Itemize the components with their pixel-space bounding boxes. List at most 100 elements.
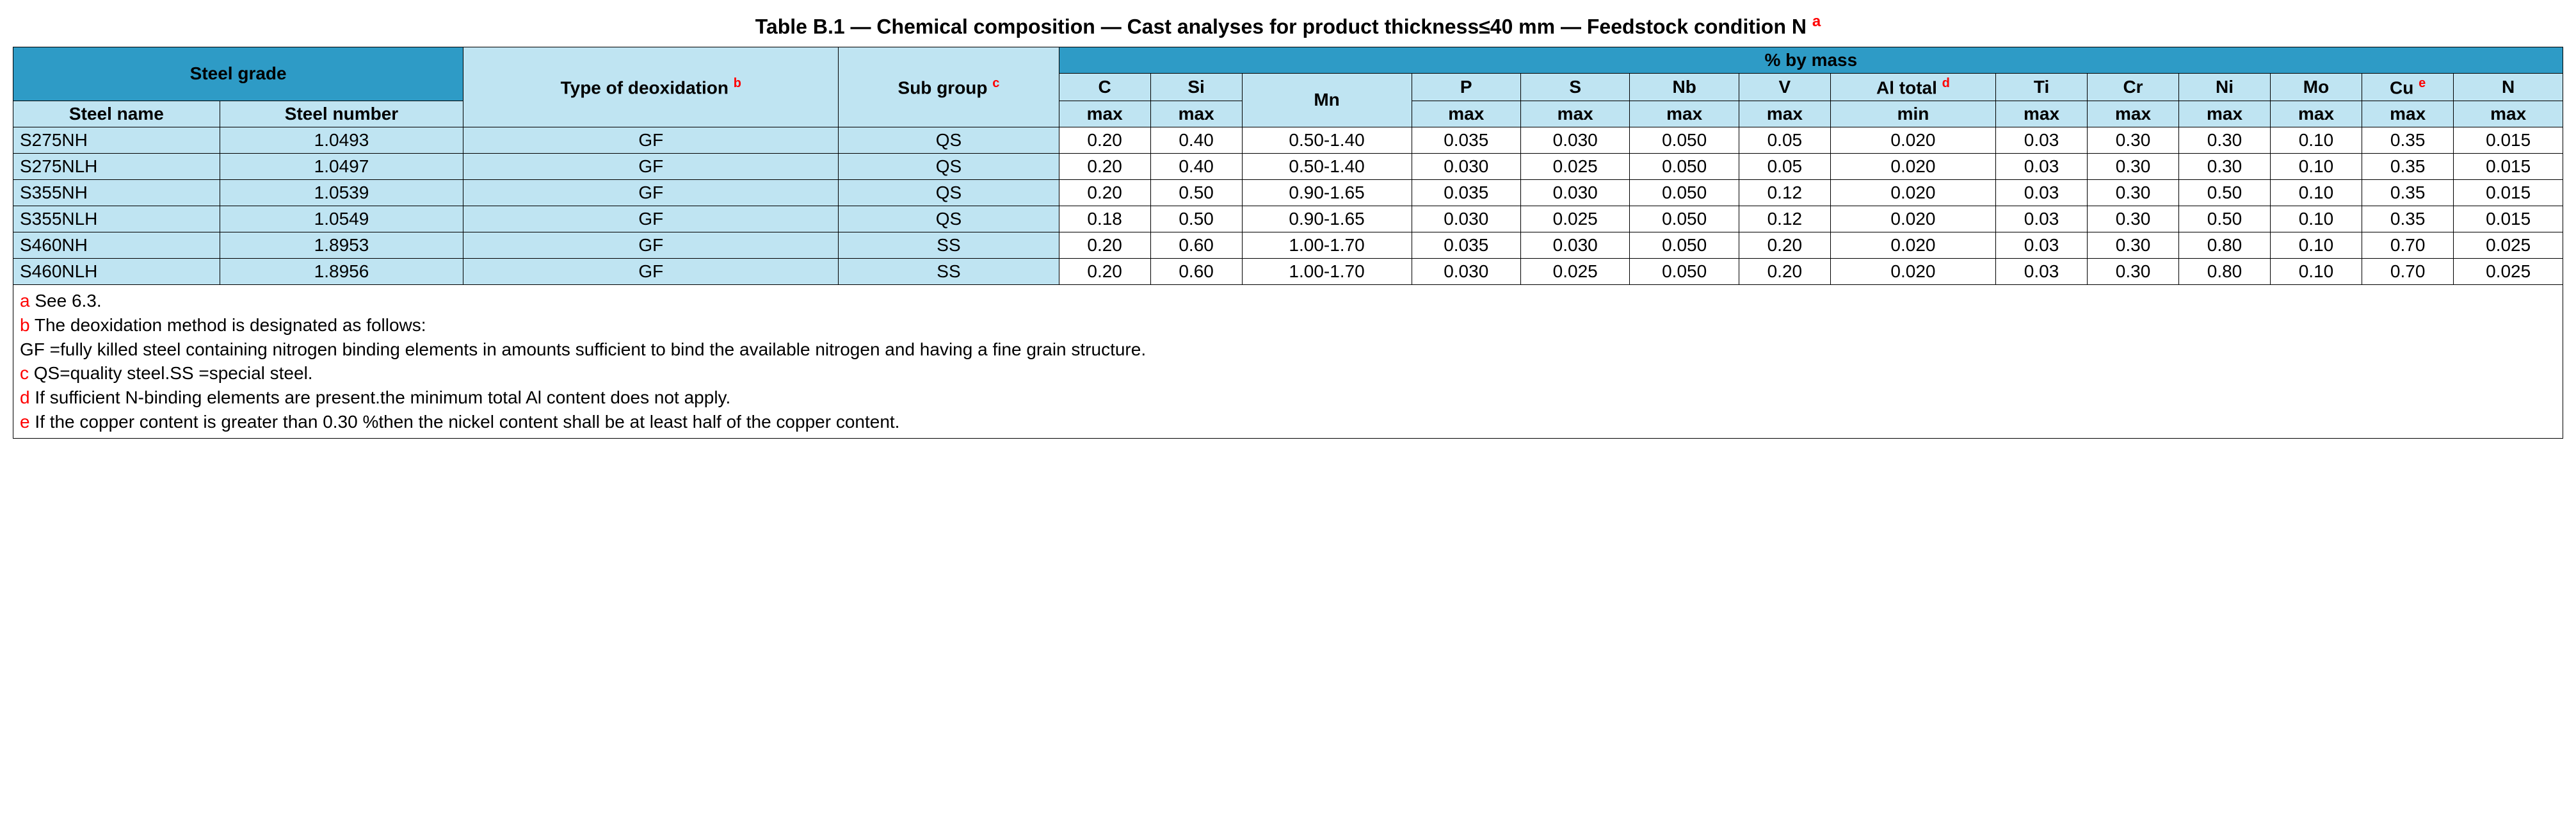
hdr-deox-text: Type of deoxidation <box>561 77 729 97</box>
cell-subgroup: QS <box>839 127 1059 153</box>
table-row: S275NH1.0493GFQS0.200.400.50-1.400.0350.… <box>13 127 2563 153</box>
fn-a-key: a <box>20 291 30 311</box>
cell-deox: GF <box>463 127 839 153</box>
cell-Ni: 0.50 <box>2179 206 2271 232</box>
cell-Cr: 0.30 <box>2088 127 2179 153</box>
hdr-pct-by-mass: % by mass <box>1059 47 2563 73</box>
cell-Si: 0.60 <box>1150 232 1242 258</box>
hdr-al-sup: d <box>1942 76 1950 90</box>
hdr-v: V <box>1739 73 1830 101</box>
hdr-n-max: max <box>2454 101 2563 127</box>
cell-C: 0.18 <box>1059 206 1150 232</box>
cell-deox: GF <box>463 258 839 284</box>
hdr-ni-max: max <box>2179 101 2271 127</box>
cell-Nb: 0.050 <box>1630 179 1739 206</box>
hdr-ti: Ti <box>1996 73 2088 101</box>
cell-deox: GF <box>463 206 839 232</box>
cell-N: 0.015 <box>2454 153 2563 179</box>
hdr-subgroup-text: Sub group <box>898 77 988 97</box>
cell-C: 0.20 <box>1059 153 1150 179</box>
hdr-al-min: min <box>1830 101 1995 127</box>
cell-name: S460NH <box>13 232 220 258</box>
hdr-mn: Mn <box>1242 73 1412 127</box>
title-sup: a <box>1812 13 1821 30</box>
cell-S: 0.025 <box>1520 206 1629 232</box>
cell-number: 1.8953 <box>220 232 463 258</box>
title-text: Table B.1 — Chemical composition — Cast … <box>755 15 1807 38</box>
cell-number: 1.0549 <box>220 206 463 232</box>
cell-S: 0.025 <box>1520 258 1629 284</box>
cell-Ni: 0.80 <box>2179 232 2271 258</box>
cell-subgroup: QS <box>839 179 1059 206</box>
hdr-c: C <box>1059 73 1150 101</box>
cell-Al: 0.020 <box>1830 258 1995 284</box>
hdr-nb-max: max <box>1630 101 1739 127</box>
footnote-a: a See 6.3. <box>20 289 2556 313</box>
fn-c-key: c <box>20 363 29 383</box>
cell-Nb: 0.050 <box>1630 258 1739 284</box>
hdr-nb: Nb <box>1630 73 1739 101</box>
cell-Cu: 0.35 <box>2362 153 2453 179</box>
cell-Ni: 0.80 <box>2179 258 2271 284</box>
cell-deox: GF <box>463 232 839 258</box>
table-row: S460NLH1.8956GFSS0.200.601.00-1.700.0300… <box>13 258 2563 284</box>
hdr-cu-max: max <box>2362 101 2453 127</box>
cell-name: S275NH <box>13 127 220 153</box>
cell-V: 0.12 <box>1739 179 1830 206</box>
cell-Si: 0.40 <box>1150 153 1242 179</box>
cell-Nb: 0.050 <box>1630 206 1739 232</box>
cell-Nb: 0.050 <box>1630 153 1739 179</box>
cell-Al: 0.020 <box>1830 153 1995 179</box>
cell-S: 0.030 <box>1520 179 1629 206</box>
cell-N: 0.025 <box>2454 258 2563 284</box>
hdr-steel-number: Steel number <box>220 101 463 127</box>
cell-name: S275NLH <box>13 153 220 179</box>
cell-subgroup: SS <box>839 258 1059 284</box>
cell-Cr: 0.30 <box>2088 258 2179 284</box>
cell-Mn: 0.90-1.65 <box>1242 206 1412 232</box>
hdr-subgroup-sup: c <box>992 76 999 90</box>
hdr-v-max: max <box>1739 101 1830 127</box>
hdr-p-max: max <box>1412 101 1520 127</box>
cell-number: 1.0493 <box>220 127 463 153</box>
footnote-c: c QS=quality steel.SS =special steel. <box>20 361 2556 386</box>
fn-b-key: b <box>20 315 30 335</box>
cell-V: 0.05 <box>1739 153 1830 179</box>
cell-Mo: 0.10 <box>2271 153 2362 179</box>
cell-C: 0.20 <box>1059 127 1150 153</box>
footnote-d: d If sufficient N-binding elements are p… <box>20 386 2556 410</box>
hdr-n: N <box>2454 73 2563 101</box>
cell-V: 0.05 <box>1739 127 1830 153</box>
hdr-mo: Mo <box>2271 73 2362 101</box>
cell-Al: 0.020 <box>1830 232 1995 258</box>
table-row: S460NH1.8953GFSS0.200.601.00-1.700.0350.… <box>13 232 2563 258</box>
cell-Cu: 0.70 <box>2362 258 2453 284</box>
cell-S: 0.030 <box>1520 232 1629 258</box>
table-title: Table B.1 — Chemical composition — Cast … <box>13 13 2563 39</box>
cell-Ni: 0.30 <box>2179 153 2271 179</box>
cell-V: 0.20 <box>1739 258 1830 284</box>
table-row: S275NLH1.0497GFQS0.200.400.50-1.400.0300… <box>13 153 2563 179</box>
hdr-si-max: max <box>1150 101 1242 127</box>
hdr-p: P <box>1412 73 1520 101</box>
cell-Si: 0.50 <box>1150 179 1242 206</box>
cell-Ti: 0.03 <box>1996 206 2088 232</box>
cell-Mn: 0.90-1.65 <box>1242 179 1412 206</box>
hdr-steel-name: Steel name <box>13 101 220 127</box>
cell-Ti: 0.03 <box>1996 179 2088 206</box>
cell-V: 0.12 <box>1739 206 1830 232</box>
cell-Al: 0.020 <box>1830 206 1995 232</box>
cell-Ni: 0.30 <box>2179 127 2271 153</box>
fn-e-key: e <box>20 412 30 432</box>
cell-Cr: 0.30 <box>2088 153 2179 179</box>
footnotes: a See 6.3. b The deoxidation method is d… <box>13 285 2563 439</box>
hdr-si: Si <box>1150 73 1242 101</box>
hdr-al: Al total d <box>1830 73 1995 101</box>
hdr-ti-max: max <box>1996 101 2088 127</box>
cell-Ti: 0.03 <box>1996 258 2088 284</box>
hdr-s: S <box>1520 73 1629 101</box>
cell-Mn: 1.00-1.70 <box>1242 232 1412 258</box>
cell-Si: 0.40 <box>1150 127 1242 153</box>
hdr-deox-sup: b <box>734 76 741 90</box>
hdr-cu: Cu e <box>2362 73 2453 101</box>
